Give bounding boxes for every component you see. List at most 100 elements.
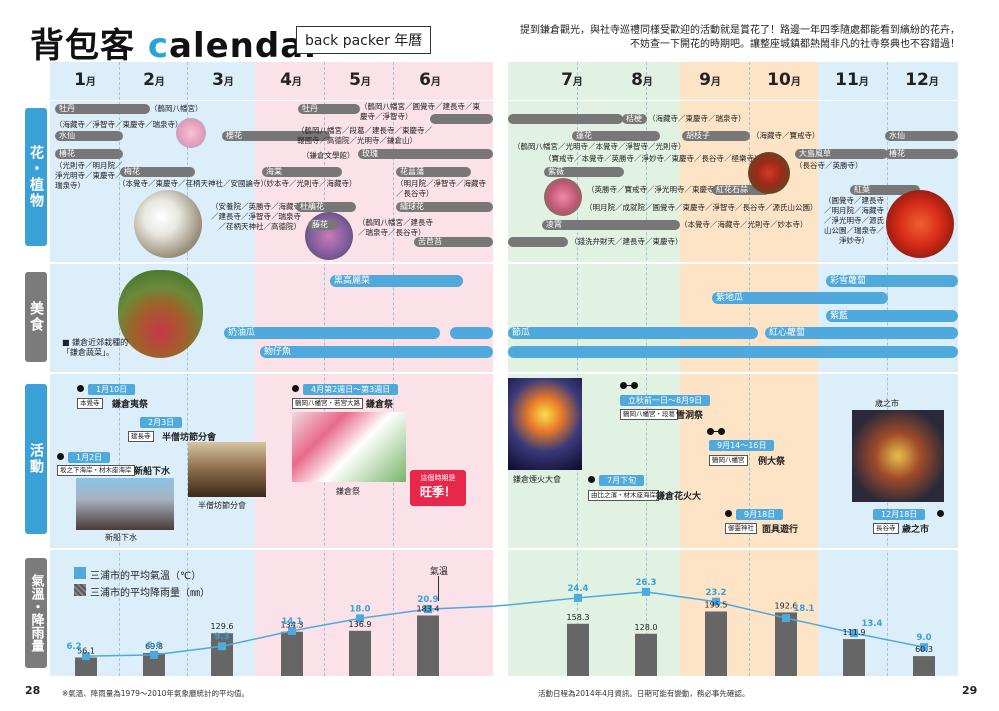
flower-bar: 桔梗 [622, 114, 647, 124]
food-bar: 黑高麗菜 [330, 275, 463, 287]
rain-value-label: 60.3 [915, 645, 933, 654]
temp-value-label: 23.2 [706, 588, 727, 598]
flower-bar: 玫瑰 [358, 149, 493, 159]
flower-bar: 梅花 [120, 167, 195, 177]
flower-place: （明月院／淨智寺／海藏寺／長谷寺） [396, 179, 486, 198]
rain-value-label: 158.3 [567, 613, 590, 622]
event-place: 鶴岡八幡宮 [709, 455, 748, 466]
flower-place: （妙本寺／光則寺／海藏寺） [259, 179, 357, 188]
flower-bar: 紫薇 [544, 167, 624, 177]
temp-point [82, 652, 90, 661]
page-number-left: 28 [25, 684, 41, 697]
flower-bar-continues [508, 114, 623, 124]
temp-value-label: 6.6 [146, 641, 161, 651]
page-gutter [493, 62, 508, 676]
page-title: 背包客 calendar [30, 26, 322, 66]
footnote-left: ※氣溫、降雨量為1979～2010年氣象廳統計的平均值。 [62, 689, 249, 698]
temp-value-label: 20.9 [418, 595, 439, 605]
event-place: 鶴岡八幡宮・段葛 [620, 409, 678, 420]
flower-place: （寶戒寺／本覺寺／英勝寺／淨妙寺／東慶寺／長谷寺／極樂寺） [544, 154, 762, 163]
flower-place: （鶴岡八幡宮／段葛／建長寺／東慶寺／報國寺／高德院／光明寺／鎌倉山） [297, 126, 432, 145]
temp-value-label: 18.1 [794, 604, 815, 614]
flower-bar: 胡枝子 [682, 131, 750, 141]
page-subtitle: back packer 年曆 [296, 26, 432, 54]
month-label: 11月 [835, 70, 869, 90]
month-label: 8月 [631, 70, 653, 90]
legend-temp: 三浦市的平均氣溫（℃） [90, 571, 202, 582]
flower-place: （鶴岡八幡宮／光明寺／本覺寺／淨智寺／光則寺） [513, 142, 686, 151]
temp-point [782, 614, 790, 623]
temp-point [424, 605, 432, 614]
plum-photo [134, 190, 202, 258]
category-food: 美食 [25, 272, 47, 362]
temp-value-label: 14.1 [282, 617, 303, 627]
rain-value-label: 128.0 [635, 623, 658, 632]
page-number-right: 29 [962, 684, 978, 697]
month-label: 9月 [699, 70, 721, 90]
rain-value-label: 129.6 [211, 622, 234, 631]
food-bar-continues [450, 327, 493, 339]
flower-bar: 紅花石蒜 [712, 185, 770, 195]
event-name: 半僧坊節分會 [162, 433, 217, 443]
flower-bar: 藤花 [308, 220, 338, 230]
rain-bar [635, 633, 657, 676]
event-name: 新船下水 [134, 467, 171, 477]
rain-value-label: 69.8 [145, 642, 163, 651]
flower-bar: 椿花 [55, 149, 123, 159]
flower-bar: 凌霄 [542, 220, 680, 230]
temp-point [288, 626, 296, 635]
photo-caption: 新船下水 [105, 533, 137, 542]
flower-bar: 苦苣苔 [414, 237, 493, 247]
event-date: 9月14～16日 [709, 440, 775, 451]
event-date: 2月3日 [140, 417, 183, 428]
rain-bar [705, 611, 727, 676]
month-label: 5月 [349, 70, 371, 90]
temp-value-label: 18.0 [350, 604, 371, 614]
month-label: 10月 [767, 70, 801, 90]
category-flowers: 花・植物 [25, 108, 47, 246]
month-label: 7月 [561, 70, 583, 90]
temp-value-label: 24.4 [568, 584, 589, 594]
rain-bar [417, 615, 439, 676]
event-place: 建長寺 [128, 431, 154, 442]
month-label: 1月 [74, 70, 96, 90]
rain-bar [281, 631, 303, 676]
flower-bar: 海棠 [262, 167, 342, 177]
event-name: 面具遊行 [762, 525, 799, 535]
season-spring [255, 62, 493, 676]
flower-place: （本覺寺／東慶寺／荏柄天神社／安國論寺） [118, 179, 268, 188]
legend-rain: 三浦市的平均降雨量（㎜） [90, 588, 210, 599]
flower-place: （英勝寺／寶戒寺／淨光明寺／東慶寺） [587, 185, 722, 194]
flower-bar: 椿花 [885, 149, 958, 159]
event-name: 歲之市 [902, 525, 930, 535]
flower-place: （錢洗弁財天／建長寺／東慶寺） [570, 237, 683, 246]
temp-value-label: 9.0 [916, 633, 931, 643]
flower-bar: 水仙 [55, 131, 123, 141]
rain-value-label: 183.4 [417, 604, 440, 613]
crape-photo [544, 178, 582, 216]
legend-rain-swatch [74, 584, 86, 596]
food-bar: 節瓜 [508, 327, 758, 339]
flower-place: （海藏寺／東慶寺／瑞泉寺） [648, 114, 746, 123]
flower-place: （鶴岡八幡宮／圓覺寺／建長寺／東慶寺／淨智寺） [360, 102, 480, 121]
flower-bar: 繡球花 [396, 202, 493, 212]
flower-place: （本覺寺／海藏寺／光則寺／妙本寺） [680, 220, 808, 229]
food-bar: 紫藍 [826, 310, 958, 322]
event-place: 御靈神社 [725, 523, 757, 534]
photo-caption: 半僧坊節分會 [198, 501, 246, 510]
month-label: 2月 [143, 70, 165, 90]
event-date: 7月下旬 [599, 475, 645, 486]
photo-caption: 鎌倉祭 [336, 487, 360, 496]
event-date: 9月18日 [736, 509, 784, 520]
rain-value-label: 192.6 [775, 601, 798, 610]
event-date: 12月18日 [873, 509, 926, 520]
flower-place: （長谷寺／英勝寺） [795, 161, 863, 170]
flower-place: （海藏寺／寶戒寺） [752, 131, 820, 140]
temp-point [218, 642, 226, 651]
rain-value-label: 195.5 [705, 600, 728, 609]
rain-bar [843, 639, 865, 676]
flower-bar: 牡丹 [55, 104, 150, 114]
footnote-right: 活動日程為2014年4月資訊。日期可能有變動，務必事先確認。 [538, 689, 750, 698]
flower-bar: 櫻花 [222, 131, 330, 141]
month-label: 3月 [212, 70, 234, 90]
